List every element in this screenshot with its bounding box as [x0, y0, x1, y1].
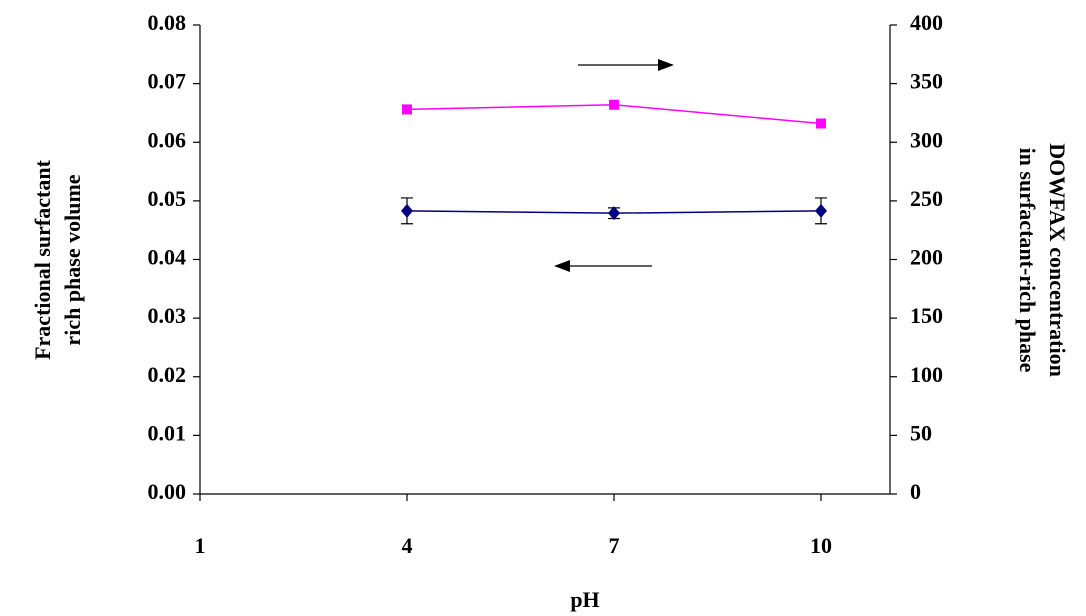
y2-tick-label: 0: [910, 479, 921, 504]
x-tick-label: 4: [402, 533, 413, 558]
y2-tick-label: 350: [910, 69, 943, 94]
y2-axis-title: DOWFAX concentrationin surfactant-rich p…: [1015, 143, 1070, 377]
y-tick-label: 0.00: [148, 479, 187, 504]
y2-tick-label: 400: [910, 10, 943, 35]
marker: [609, 99, 619, 110]
x-tick-label: 1: [195, 533, 206, 558]
y-tick-label: 0.06: [148, 127, 187, 152]
x-tick-label: 7: [609, 533, 620, 558]
x-axis-title: pH: [570, 587, 599, 612]
marker: [608, 206, 620, 221]
y-axis-title-line: Fractional surfactant: [30, 159, 55, 359]
y2-tick-label: 200: [910, 245, 943, 270]
y-tick-label: 0.08: [148, 10, 187, 35]
marker: [402, 104, 412, 115]
arrow-head: [658, 59, 674, 71]
y2-axis-title-line: in surfactant-rich phase: [1015, 148, 1040, 373]
y-axis-title-line: rich phase volume: [60, 174, 85, 345]
y2-axis-title-line: DOWFAX concentration: [1045, 143, 1070, 377]
y-tick-label: 0.01: [148, 420, 187, 445]
x-tick-label: 10: [810, 533, 832, 558]
y2-tick-label: 150: [910, 303, 943, 328]
marker: [401, 203, 413, 218]
y-axis-title: Fractional surfactant rich phase volume: [30, 159, 85, 359]
y2-tick-label: 100: [910, 362, 943, 387]
y-tick-label: 0.03: [148, 303, 187, 328]
y-tick-label: 0.04: [148, 245, 187, 270]
y2-tick-label: 250: [910, 186, 943, 211]
y-tick-label: 0.07: [148, 69, 187, 94]
y2-tick-label: 50: [910, 420, 932, 445]
marker: [815, 203, 827, 218]
y-tick-label: 0.02: [148, 362, 187, 387]
arrow-head: [554, 260, 570, 272]
marker: [816, 118, 826, 129]
y-tick-label: 0.05: [148, 186, 187, 211]
y2-tick-label: 300: [910, 127, 943, 152]
